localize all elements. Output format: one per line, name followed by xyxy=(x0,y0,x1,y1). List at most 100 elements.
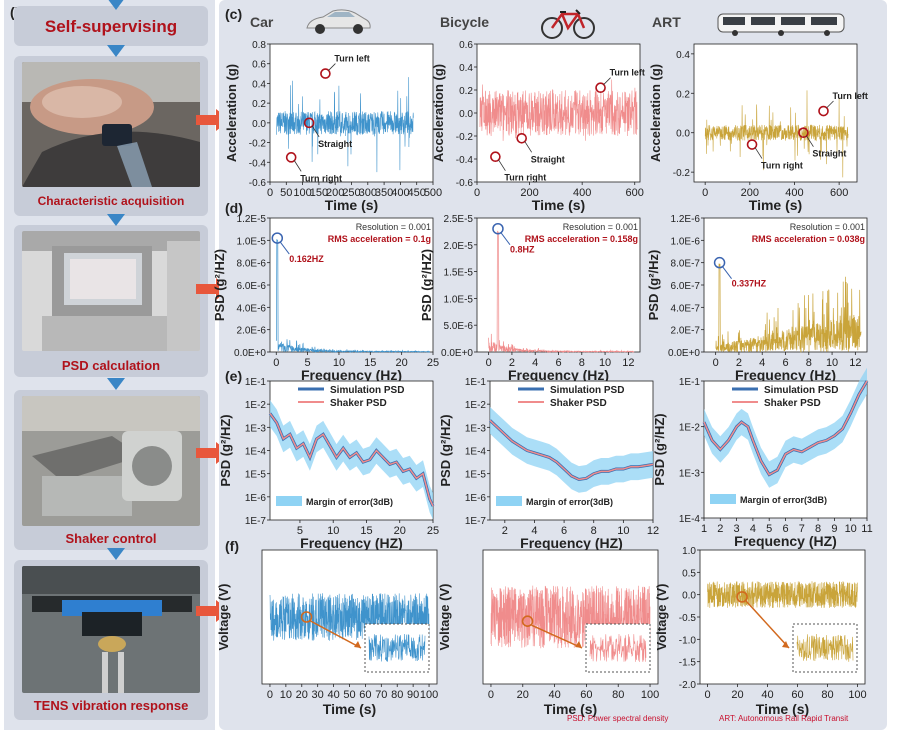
annotation-leader xyxy=(328,63,336,71)
x-tick-label: 4 xyxy=(532,357,538,369)
annotation-label: Turn right xyxy=(300,173,342,183)
x-axis-label: Frequency (HZ) xyxy=(520,535,623,551)
step-tens-vibration-response: TENS vibration response xyxy=(14,560,208,720)
x-tick-label: 12 xyxy=(647,525,659,537)
x-tick-label: 80 xyxy=(391,689,403,701)
y-tick-label: 1E-4 xyxy=(245,447,267,458)
shaker-psd-line xyxy=(703,380,868,476)
x-axis-label: Frequency (Hz) xyxy=(735,367,836,383)
y-tick-label: 1E-6 xyxy=(465,493,487,504)
x-tick-label: 200 xyxy=(520,187,538,199)
x-tick-label: 400 xyxy=(573,187,591,199)
annotation-marker xyxy=(595,82,606,93)
step-label: Characteristic acquisition xyxy=(37,194,185,208)
y-tick-label: 0.0E+0 xyxy=(234,348,266,359)
y-tick-label: -2.0 xyxy=(679,680,697,691)
annotation-leader xyxy=(293,160,302,172)
y-tick-label: -0.4 xyxy=(456,155,474,166)
legend-label: Shaker PSD xyxy=(550,398,607,409)
y-tick-label: 0.2 xyxy=(459,86,473,97)
x-tick-label: 10 xyxy=(280,689,292,701)
chart-c1: Turn left Straight Turn right 0 50 1001502002… xyxy=(224,40,442,213)
legend-label: Simulation PSD xyxy=(330,385,404,396)
annotation-label: Turn left xyxy=(833,91,868,101)
y-tick-label: 4.0E-7 xyxy=(671,303,701,314)
zoom-arrowhead xyxy=(782,641,789,648)
x-tick-label: 500 xyxy=(424,187,442,199)
x-tick-label: 100 xyxy=(293,187,311,199)
y-tick-label: 1E-3 xyxy=(245,423,267,434)
y-tick-label: 1.0E-5 xyxy=(237,236,267,247)
y-tick-label: 0.0 xyxy=(252,119,266,130)
y-tick-label: -0.5 xyxy=(679,613,697,624)
annotation-leader xyxy=(498,159,506,171)
step-psd-calculation: PSD calculation xyxy=(14,225,208,377)
x-tick-label: 60 xyxy=(580,689,592,701)
panel-label-d: (d) xyxy=(225,200,243,216)
y-tick-label: -0.4 xyxy=(249,158,267,169)
annotation-marker xyxy=(490,151,501,162)
x-tick-label: 20 xyxy=(517,689,529,701)
y-tick-label: -1.5 xyxy=(679,658,697,669)
x-tick-label: 4 xyxy=(750,523,756,535)
x-tick-label: 0 xyxy=(486,357,492,369)
y-tick-label: -0.6 xyxy=(456,178,474,189)
y-tick-label: 1E-3 xyxy=(465,423,487,434)
x-tick-label: 0 xyxy=(704,689,710,701)
y-tick-label: 1E-4 xyxy=(679,514,701,525)
annotation-label: Turn left xyxy=(334,54,369,64)
signal-line xyxy=(707,581,858,609)
x-tick-label: 9 xyxy=(831,523,837,535)
y-tick-label: 1E-2 xyxy=(245,400,267,411)
y-tick-label: 1.0 xyxy=(682,546,696,557)
annotation-leader xyxy=(603,77,611,85)
y-tick-label: 0.0 xyxy=(459,109,473,120)
panel-label-f: (f) xyxy=(225,538,239,554)
x-tick-label: 0 xyxy=(702,187,708,199)
y-tick-label: -1.0 xyxy=(679,635,697,646)
x-tick-label: 20 xyxy=(396,357,408,369)
annotation-leader xyxy=(826,100,834,109)
annotation-label: Straight xyxy=(531,154,565,164)
y-tick-label: 6.0E-7 xyxy=(671,281,701,292)
y-tick-label: 1E-6 xyxy=(245,493,267,504)
x-axis-label: Time (s) xyxy=(756,701,809,717)
x-tick-label: 250 xyxy=(342,187,360,199)
panel-label-e: (e) xyxy=(225,368,243,384)
x-axis-label: Time (s) xyxy=(323,701,376,717)
chart-d3: 0.337HZ Resolution = 0.001 RMS acceleratio… xyxy=(646,214,868,383)
y-axis-label: PSD (g²/HZ) xyxy=(652,413,667,485)
x-tick-label: 8 xyxy=(806,357,812,369)
y-tick-label: 2.0E-7 xyxy=(671,326,701,337)
x-tick-label: 10 xyxy=(599,357,611,369)
x-tick-label: 100 xyxy=(848,689,866,701)
annotation-marker xyxy=(285,152,297,163)
arrow-down-icon xyxy=(107,378,125,390)
x-tick-label: 15 xyxy=(364,357,376,369)
x-tick-label: 2 xyxy=(502,525,508,537)
x-tick-label: 600 xyxy=(626,187,644,199)
legend-swatch-margin xyxy=(710,494,736,504)
vehicle-name-art: ART xyxy=(652,14,681,30)
step-self-supervising: Self-supervising xyxy=(14,6,208,46)
annotation-label: Straight xyxy=(318,139,352,149)
x-axis-label: Time (s) xyxy=(325,197,378,213)
y-tick-label: 1.0E-5 xyxy=(444,294,474,305)
x-tick-label: 0 xyxy=(474,187,480,199)
y-tick-label: 0.0 xyxy=(682,591,696,602)
chart-e2: Simulation PSD Shaker PSD Margin of error(… xyxy=(438,377,659,551)
y-tick-label: 0.0E+0 xyxy=(441,348,473,359)
vehicle-name-bicycle: Bicycle xyxy=(440,14,490,30)
psd-line xyxy=(275,239,430,354)
x-tick-label: 6 xyxy=(561,525,567,537)
step-shaker-control: Shaker control xyxy=(14,390,208,550)
y-tick-label: 0.0 xyxy=(676,129,690,140)
annotation-leader xyxy=(524,141,533,153)
error-band xyxy=(270,400,433,520)
x-tick-label: 8 xyxy=(815,523,821,535)
x-tick-label: 10 xyxy=(617,525,629,537)
x-tick-label: 100 xyxy=(641,689,659,701)
legend-label: Shaker PSD xyxy=(330,398,387,409)
y-tick-label: 2.0E-5 xyxy=(444,241,474,252)
shaker-photo xyxy=(22,396,200,526)
